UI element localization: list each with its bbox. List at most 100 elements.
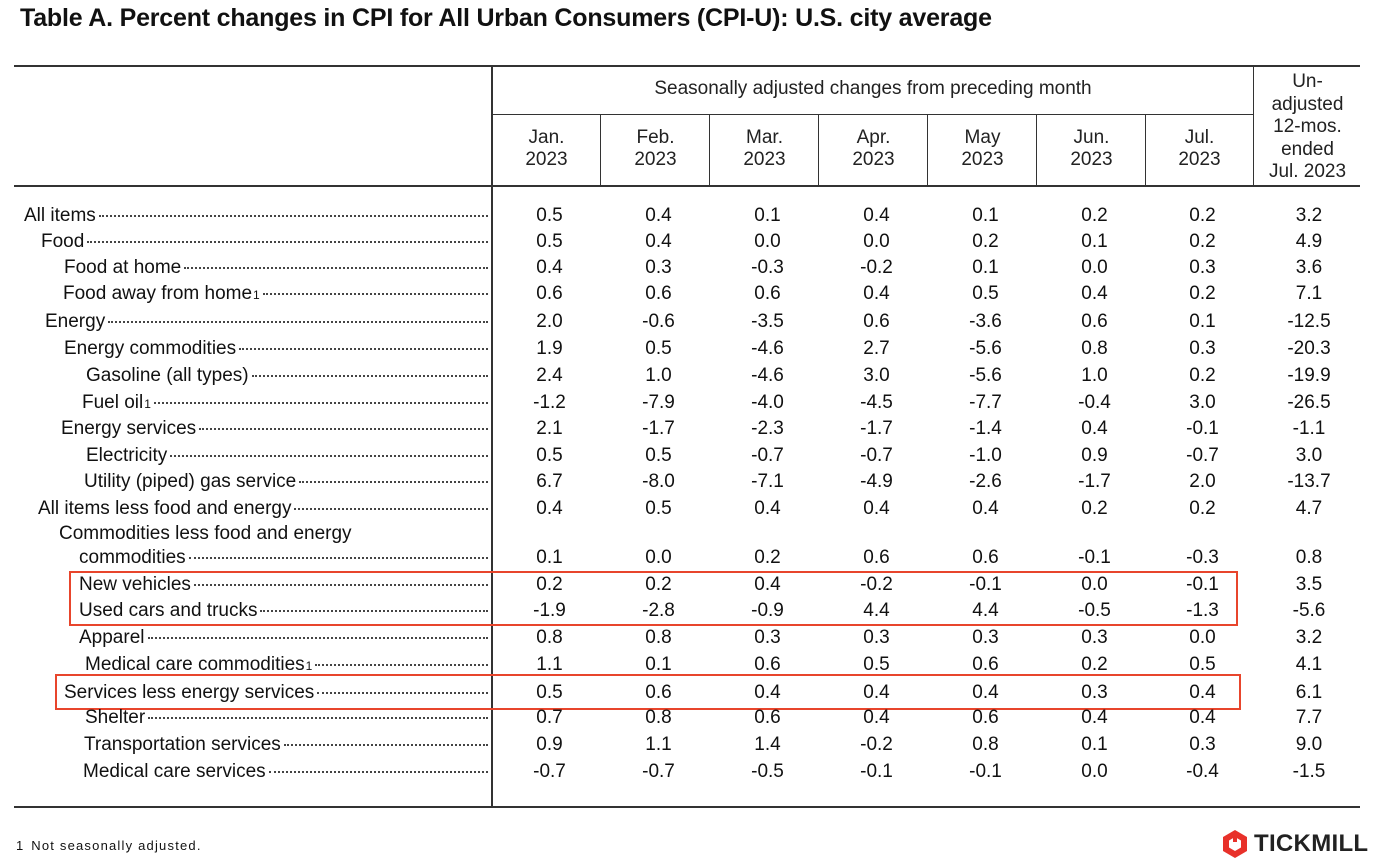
value-cell: -4.0 [751,392,784,413]
row-label-text: All items [24,205,96,226]
unadjusted-value-cell: 7.1 [1295,283,1323,304]
value-cell: 0.2 [1189,231,1216,252]
month-divider [1145,114,1146,186]
value-cell: 0.0 [645,547,672,568]
unadjusted-value-cell: 3.5 [1295,574,1323,595]
value-cell: 0.4 [863,682,890,703]
value-cell: 0.4 [1081,283,1108,304]
unadjusted-value-cell: 9.0 [1295,734,1323,755]
unadjusted-value-cell: 3.0 [1295,445,1323,466]
unadjusted-value-cell: 3.2 [1295,205,1323,226]
leader-dots [108,321,488,323]
value-cell: 0.0 [1189,627,1216,648]
value-cell: 0.0 [1081,574,1108,595]
value-cell: 0.4 [1081,418,1108,439]
value-cell: 0.6 [754,283,781,304]
row-label-text: Services less energy services [64,682,315,703]
value-cell: -0.1 [969,574,1002,595]
leader-dots [193,584,488,586]
row-label-text: Fuel oil [82,392,144,413]
row-label: Transportation services [84,734,488,756]
value-cell: 0.3 [1189,257,1216,278]
value-cell: 0.6 [863,547,890,568]
row-label: All items [24,205,488,227]
value-cell: 2.0 [1189,471,1216,492]
value-cell: 0.4 [1189,707,1216,728]
value-cell: 0.3 [754,627,781,648]
column-header-feb: Feb. 2023 [601,127,710,171]
unadjusted-value-cell: 4.7 [1295,498,1323,519]
highlight-box-vehicles [69,571,1238,626]
value-cell: -0.7 [1186,445,1219,466]
leader-dots [294,508,488,510]
value-cell: -0.1 [1186,574,1219,595]
value-cell: 0.6 [645,682,672,703]
row-label: Fuel oil 1 [82,392,488,414]
value-cell: 0.2 [972,231,999,252]
value-cell: 0.4 [754,498,781,519]
value-cell: 0.3 [1081,682,1108,703]
row-label-text: Shelter [85,707,146,728]
leader-dots [184,267,488,269]
column-month: Jan. [528,127,565,148]
value-cell: -0.6 [642,311,675,332]
value-cell: 0.5 [536,682,563,703]
row-label: Food away from home 1 [63,283,488,305]
value-cell: 0.8 [645,627,672,648]
column-header-mar: Mar. 2023 [710,127,819,171]
value-cell: 4.4 [972,600,999,621]
value-cell: 0.3 [1189,734,1216,755]
column-month: Jun. [1073,127,1110,148]
row-label-text: Apparel [79,627,145,648]
value-cell: 1.0 [1081,365,1108,386]
value-cell: -2.3 [751,418,784,439]
value-cell: -7.1 [751,471,784,492]
unadjusted-value-cell: -13.7 [1287,471,1331,492]
value-cell: 0.6 [972,707,999,728]
leader-dots [153,402,488,404]
value-cell: 0.4 [972,682,999,703]
unadjusted-header-line: 12-mos. [1273,116,1342,137]
value-cell: -0.1 [1186,418,1219,439]
leader-dots [87,241,488,243]
value-cell: 0.1 [1081,734,1108,755]
value-cell: 4.4 [863,600,890,621]
unadjusted-value-cell: 4.9 [1295,231,1323,252]
value-cell: 0.3 [863,627,890,648]
leader-dots [260,610,488,612]
row-label-text: Utility (piped) gas service [84,471,297,492]
row-label: Medical care commodities 1 [85,654,488,676]
value-cell: -4.6 [751,338,784,359]
row-label: Gasoline (all types) [86,365,488,387]
table-bottom-rule [14,806,1360,808]
value-cell: -5.6 [969,338,1002,359]
row-label-text: New vehicles [79,574,191,595]
footnote-number: 1 [16,838,24,853]
column-header-may: May 2023 [928,127,1037,171]
value-cell: 0.5 [536,205,563,226]
value-cell: 0.6 [754,707,781,728]
row-label-text: Energy commodities [64,338,237,359]
value-cell: 0.0 [863,231,890,252]
value-cell: 2.1 [536,418,563,439]
column-month: Feb. [636,127,675,148]
month-divider [709,114,710,186]
month-divider [818,114,819,186]
value-cell: 0.4 [536,498,563,519]
column-header-unadjusted: Un- adjusted 12-mos. ended Jul. 2023 [1255,71,1360,184]
value-cell: 0.2 [1189,498,1216,519]
value-cell: 0.6 [863,311,890,332]
column-year: 2023 [1178,149,1221,170]
row-label-text: commodities [79,547,186,568]
value-cell: 0.5 [972,283,999,304]
value-cell: -3.6 [969,311,1002,332]
value-cell: 0.4 [536,257,563,278]
value-cell: 0.5 [645,338,672,359]
value-cell: -0.9 [751,600,784,621]
value-cell: -2.8 [642,600,675,621]
leader-dots [299,481,488,483]
value-cell: -0.4 [1078,392,1111,413]
value-cell: -0.3 [751,257,784,278]
unadjusted-header-line: adjusted [1271,93,1344,115]
row-label: All items less food and energy [38,498,488,520]
